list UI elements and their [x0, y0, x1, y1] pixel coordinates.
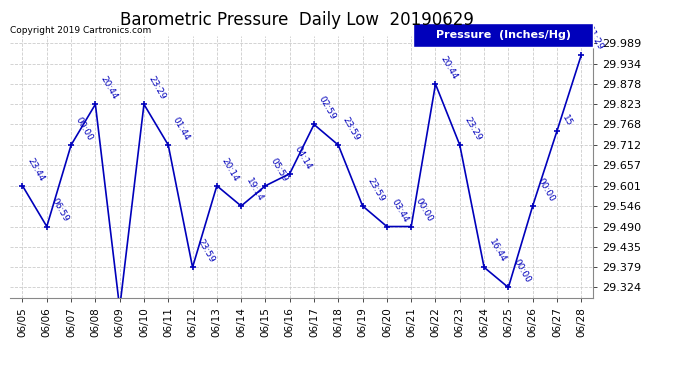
Text: 23:29: 23:29 — [147, 75, 168, 102]
Text: 20:44: 20:44 — [438, 55, 459, 81]
Text: 00:00: 00:00 — [535, 176, 556, 203]
Text: 23:59: 23:59 — [366, 176, 386, 203]
Text: 11:29: 11:29 — [584, 26, 604, 52]
Text: 00:00: 00:00 — [414, 197, 435, 224]
Text: 03:44: 03:44 — [390, 197, 411, 224]
Text: 02:59: 02:59 — [317, 95, 337, 122]
Text: 00:00: 00:00 — [74, 116, 95, 142]
Text: 15: 15 — [560, 114, 573, 128]
Text: 23:59: 23:59 — [195, 238, 216, 264]
Text: 01:44: 01:44 — [171, 116, 192, 142]
Text: 20:44: 20:44 — [0, 374, 1, 375]
Text: Pressure  (Inches/Hg): Pressure (Inches/Hg) — [435, 30, 571, 40]
Text: 04:14: 04:14 — [293, 144, 313, 171]
Text: 23:59: 23:59 — [341, 116, 362, 142]
Text: 00:00: 00:00 — [511, 258, 532, 285]
Text: Copyright 2019 Cartronics.com: Copyright 2019 Cartronics.com — [10, 26, 152, 35]
Text: 20:44: 20:44 — [98, 75, 119, 102]
Text: 19:14: 19:14 — [244, 176, 264, 203]
Text: 20:14: 20:14 — [219, 156, 240, 183]
Text: 23:44: 23:44 — [26, 156, 46, 183]
Text: 16:44: 16:44 — [487, 238, 507, 264]
Text: 06:59: 06:59 — [50, 197, 70, 224]
Text: Barometric Pressure  Daily Low  20190629: Barometric Pressure Daily Low 20190629 — [120, 11, 473, 29]
Text: 05:59: 05:59 — [268, 156, 289, 183]
Text: 23:29: 23:29 — [462, 116, 483, 142]
